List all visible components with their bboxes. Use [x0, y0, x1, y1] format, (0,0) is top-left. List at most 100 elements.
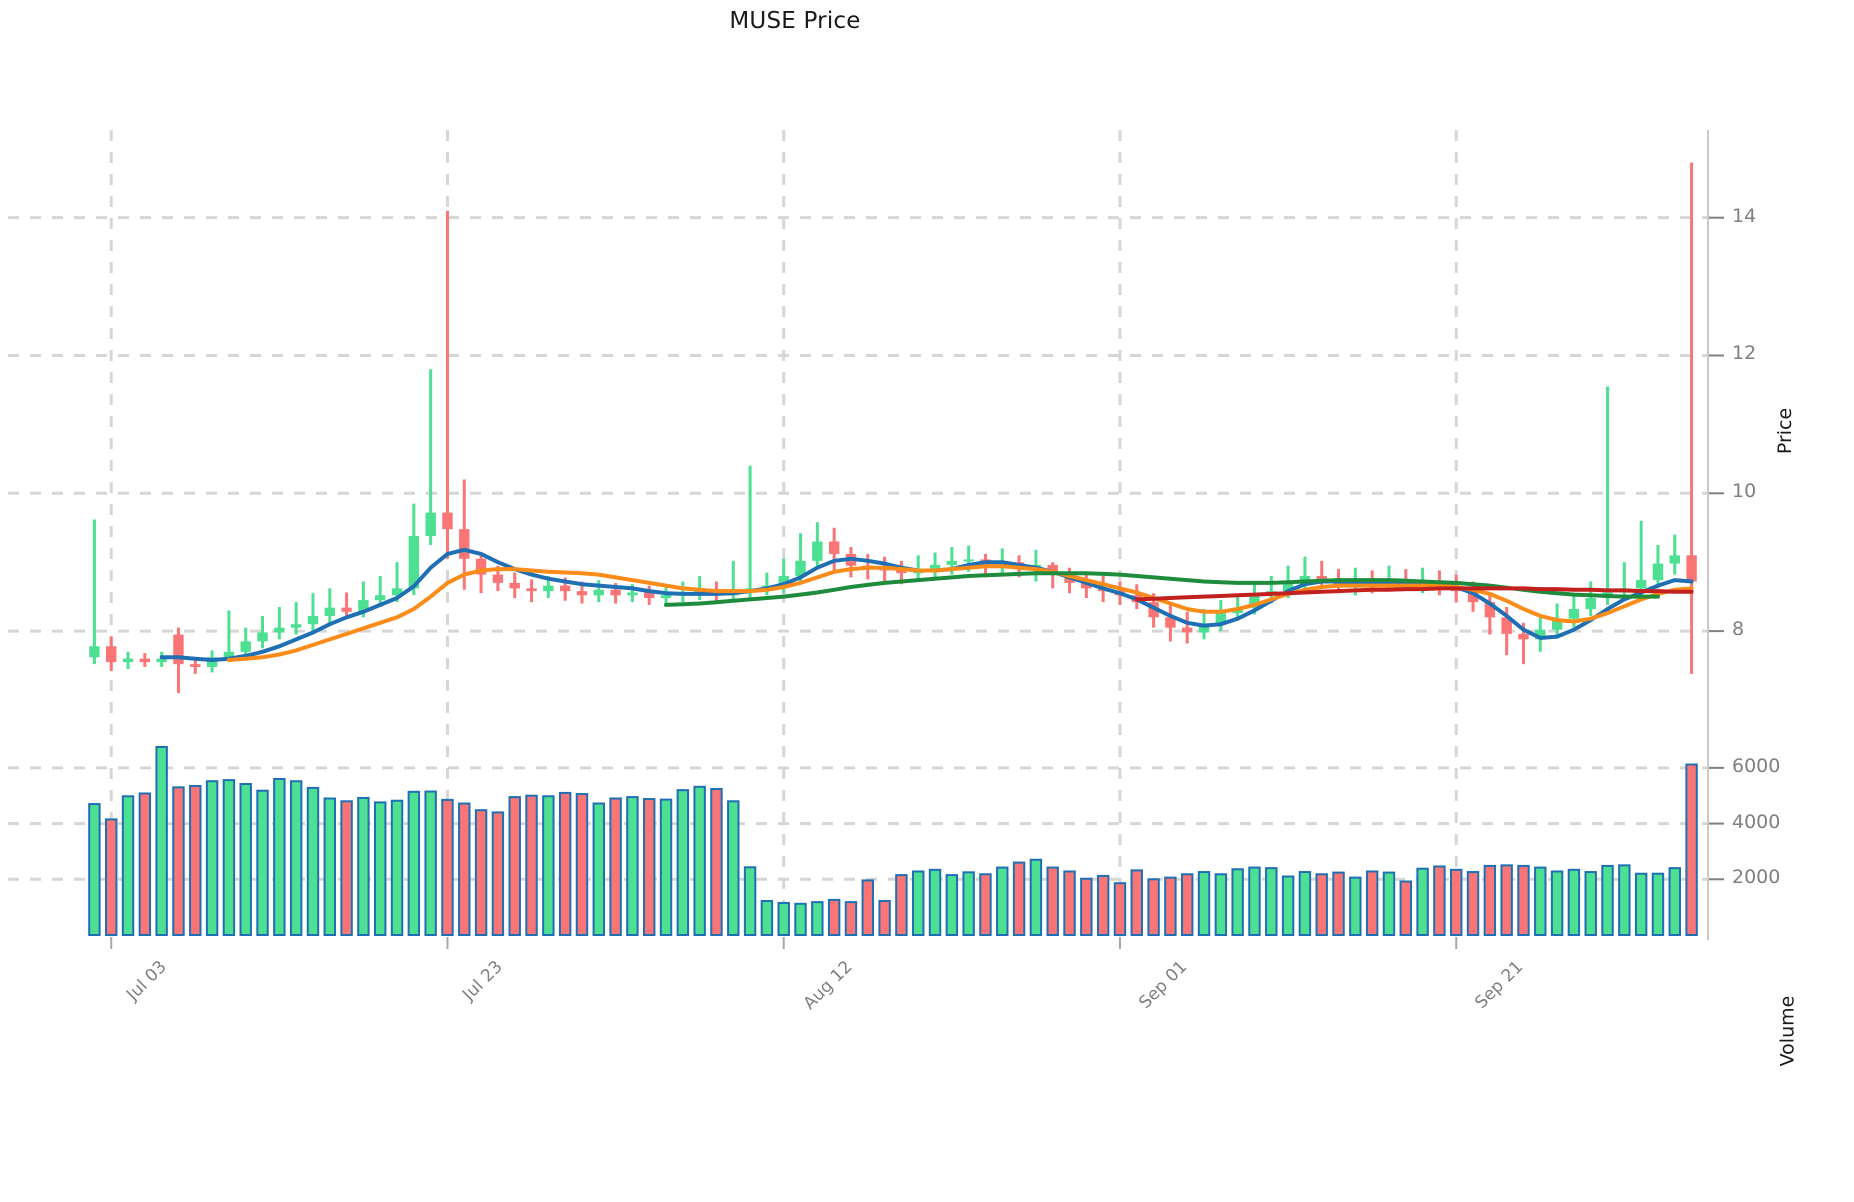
volume-bar	[1298, 871, 1312, 936]
volume-bar	[1281, 875, 1295, 936]
candle-body	[341, 607, 352, 612]
candle-body	[1551, 618, 1563, 630]
candle-body	[828, 541, 840, 554]
candle-body	[425, 512, 436, 537]
volume-bar	[474, 809, 488, 937]
moving-average-line-4	[1134, 586, 1694, 602]
candle-body	[1484, 602, 1496, 618]
candle-body	[1669, 555, 1680, 564]
volume-bar	[676, 789, 690, 937]
candle-body	[1568, 609, 1580, 619]
candle-body	[391, 588, 403, 596]
candle-body	[963, 559, 974, 562]
candle-body	[509, 582, 520, 589]
candle-body	[627, 592, 638, 596]
candle-body	[1652, 563, 1664, 581]
volume-tick-label: 4000	[1732, 810, 1781, 833]
volume-bar	[1080, 877, 1093, 937]
volume-bar	[407, 790, 421, 936]
volume-bar	[1113, 882, 1127, 937]
volume-bar	[1668, 867, 1681, 937]
volume-bar	[777, 901, 790, 937]
volume-bar	[643, 798, 656, 936]
candle-body	[257, 632, 268, 642]
candle-body	[1299, 575, 1311, 582]
volume-bar	[1063, 870, 1076, 937]
candle-body	[559, 585, 571, 592]
volume-bar	[239, 783, 252, 936]
volume-bar	[1450, 868, 1463, 936]
volume-bar	[340, 800, 353, 936]
candle-body	[1198, 624, 1210, 633]
volume-bar	[525, 794, 538, 937]
volume-bar	[794, 902, 807, 936]
volume-bar	[1651, 872, 1665, 937]
candle-body	[459, 529, 470, 559]
volume-bar	[1349, 876, 1362, 936]
volume-bar	[844, 901, 858, 937]
volume-bar	[1584, 871, 1597, 936]
volume-bar	[558, 791, 572, 937]
volume-bar	[121, 795, 135, 936]
candle-body	[593, 589, 604, 596]
volume-bar	[1315, 873, 1328, 936]
volume-bar	[374, 801, 387, 937]
volume-bar	[1130, 869, 1143, 936]
volume-bar	[1601, 864, 1614, 937]
volume-bar	[1096, 874, 1110, 937]
candle-body	[442, 512, 453, 530]
volume-bar	[105, 818, 118, 937]
volume-bar	[693, 785, 706, 936]
volume-bar	[273, 778, 286, 936]
candle-body	[139, 658, 151, 663]
volume-bar	[609, 797, 622, 936]
volume-bar	[1181, 873, 1194, 936]
volume-bar	[760, 900, 774, 936]
volume-bar	[659, 798, 673, 936]
candle-body	[1282, 581, 1294, 592]
volume-bar	[727, 800, 740, 936]
volume-bar	[895, 874, 908, 936]
volume-tick-label: 2000	[1732, 866, 1781, 889]
volume-axis-title: Volume	[1776, 995, 1799, 1067]
volume-bar	[1433, 865, 1446, 937]
volume-bar	[928, 868, 942, 936]
price-axis-title: Price	[1774, 407, 1797, 455]
candle-body	[1215, 613, 1227, 625]
candle-body	[156, 658, 167, 663]
volume-bar	[1416, 867, 1429, 937]
volume-bar	[1634, 872, 1648, 937]
price-tick-label: 14	[1732, 204, 1757, 227]
volume-bar	[962, 871, 975, 936]
volume-bar	[945, 874, 959, 936]
candle-body	[475, 558, 487, 575]
candle-body	[173, 634, 184, 665]
volume-bar	[1332, 871, 1345, 936]
volume-bar	[138, 792, 152, 936]
volume-tick-label: 6000	[1732, 754, 1781, 777]
volume-bar	[508, 796, 521, 936]
volume-bar	[575, 793, 589, 936]
volume-bar	[357, 796, 370, 937]
candle-body	[408, 536, 420, 589]
volume-bar	[996, 866, 1009, 936]
volume-bar	[424, 790, 437, 936]
candle-body	[1501, 617, 1512, 634]
price-tick-label: 10	[1732, 480, 1757, 503]
volume-bar	[1550, 870, 1564, 937]
candle-body	[492, 574, 504, 583]
candle-body	[307, 615, 319, 625]
candle-body	[929, 564, 941, 570]
volume-bar	[1685, 763, 1698, 936]
volume-bar	[542, 795, 555, 936]
volume-bar	[1500, 864, 1513, 936]
chart-title: MUSE Price	[729, 8, 861, 34]
volume-bar	[1197, 871, 1211, 936]
volume-bar	[912, 870, 925, 937]
candle-body	[1518, 633, 1529, 640]
volume-bar	[1365, 870, 1379, 937]
volume-bar	[1248, 866, 1261, 936]
candle-body	[543, 585, 554, 592]
candle-body	[526, 588, 537, 592]
